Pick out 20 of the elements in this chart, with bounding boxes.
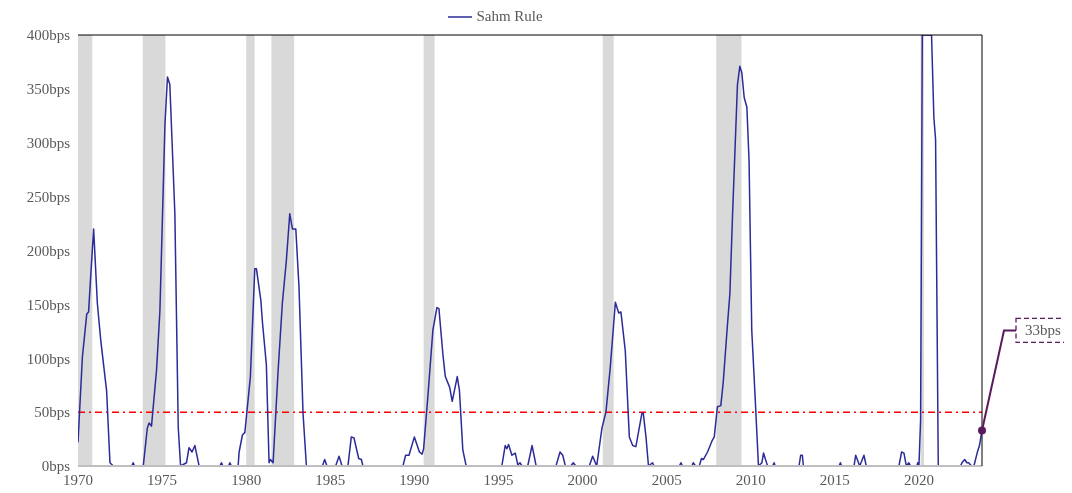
x-tick-label: 2000 [567, 471, 598, 488]
x-tick-label: 1990 [399, 471, 430, 488]
x-tick-label: 1975 [147, 471, 178, 488]
x-tick-label: 2015 [819, 471, 850, 488]
y-tick-label: 400bps [26, 27, 71, 44]
y-tick-label: 150bps [26, 296, 71, 313]
y-tick-label: 300bps [26, 135, 71, 152]
x-tick-label: 1995 [483, 471, 514, 488]
x-tick-label: 2005 [651, 471, 682, 488]
legend-label: Sahm Rule [475, 8, 543, 25]
y-tick-label: 100bps [26, 350, 71, 367]
x-tick-label: 2010 [735, 471, 766, 488]
y-tick-label: 350bps [26, 81, 71, 98]
y-tick-label: 200bps [26, 242, 71, 259]
annotation: 33bps [1025, 322, 1062, 339]
y-tick-label: 250bps [26, 188, 71, 205]
y-tick-label: 50bps [34, 404, 71, 421]
x-tick-label: 1985 [315, 471, 346, 488]
x-tick-label: 2020 [903, 471, 934, 488]
x-tick-label: 1980 [231, 471, 262, 488]
